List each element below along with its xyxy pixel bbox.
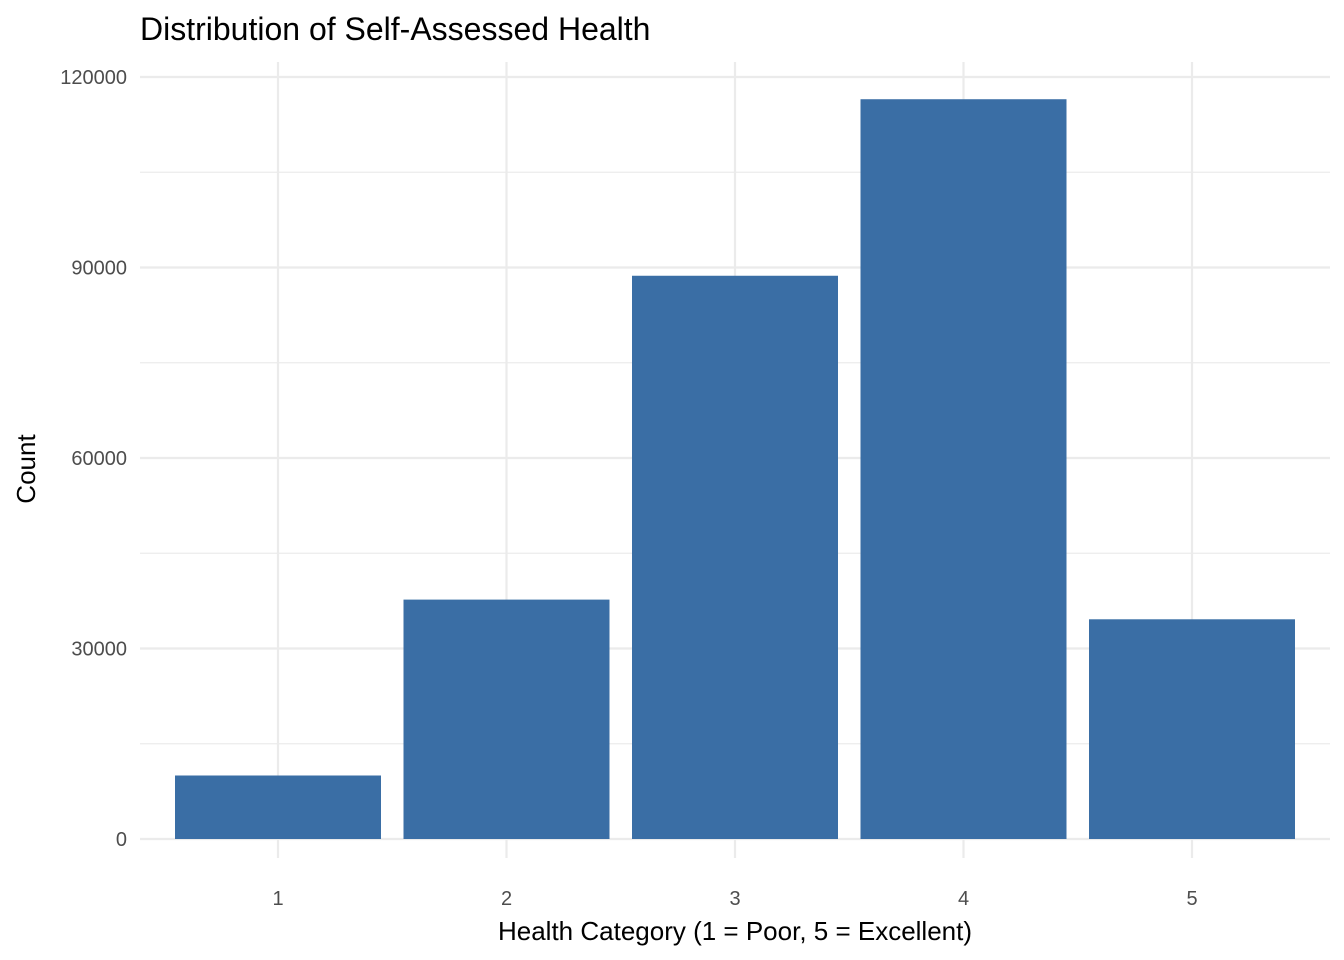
y-tick-label: 90000 bbox=[71, 258, 127, 280]
y-tick-label: 30000 bbox=[71, 639, 127, 661]
x-tick-label: 5 bbox=[1186, 888, 1197, 910]
x-tick-label: 4 bbox=[958, 888, 969, 910]
bars bbox=[175, 99, 1295, 840]
y-axis-title: Count bbox=[11, 434, 41, 504]
bar-4 bbox=[860, 99, 1067, 840]
x-axis-title: Health Category (1 = Poor, 5 = Excellent… bbox=[498, 916, 972, 946]
x-axis-ticks: 1 2 3 4 5 bbox=[272, 888, 1197, 910]
y-axis-ticks: 0 30000 60000 90000 120000 bbox=[60, 67, 127, 851]
bar-3 bbox=[632, 275, 838, 839]
bar-1 bbox=[175, 775, 381, 839]
y-tick-label: 120000 bbox=[60, 67, 127, 89]
x-tick-label: 2 bbox=[501, 888, 512, 910]
chart-title: Distribution of Self-Assessed Health bbox=[140, 11, 650, 47]
y-tick-label: 0 bbox=[116, 829, 127, 851]
bar-5 bbox=[1089, 619, 1295, 839]
x-tick-label: 3 bbox=[729, 888, 740, 910]
y-tick-label: 60000 bbox=[71, 448, 127, 470]
x-tick-label: 1 bbox=[272, 888, 283, 910]
bar-2 bbox=[403, 599, 610, 839]
